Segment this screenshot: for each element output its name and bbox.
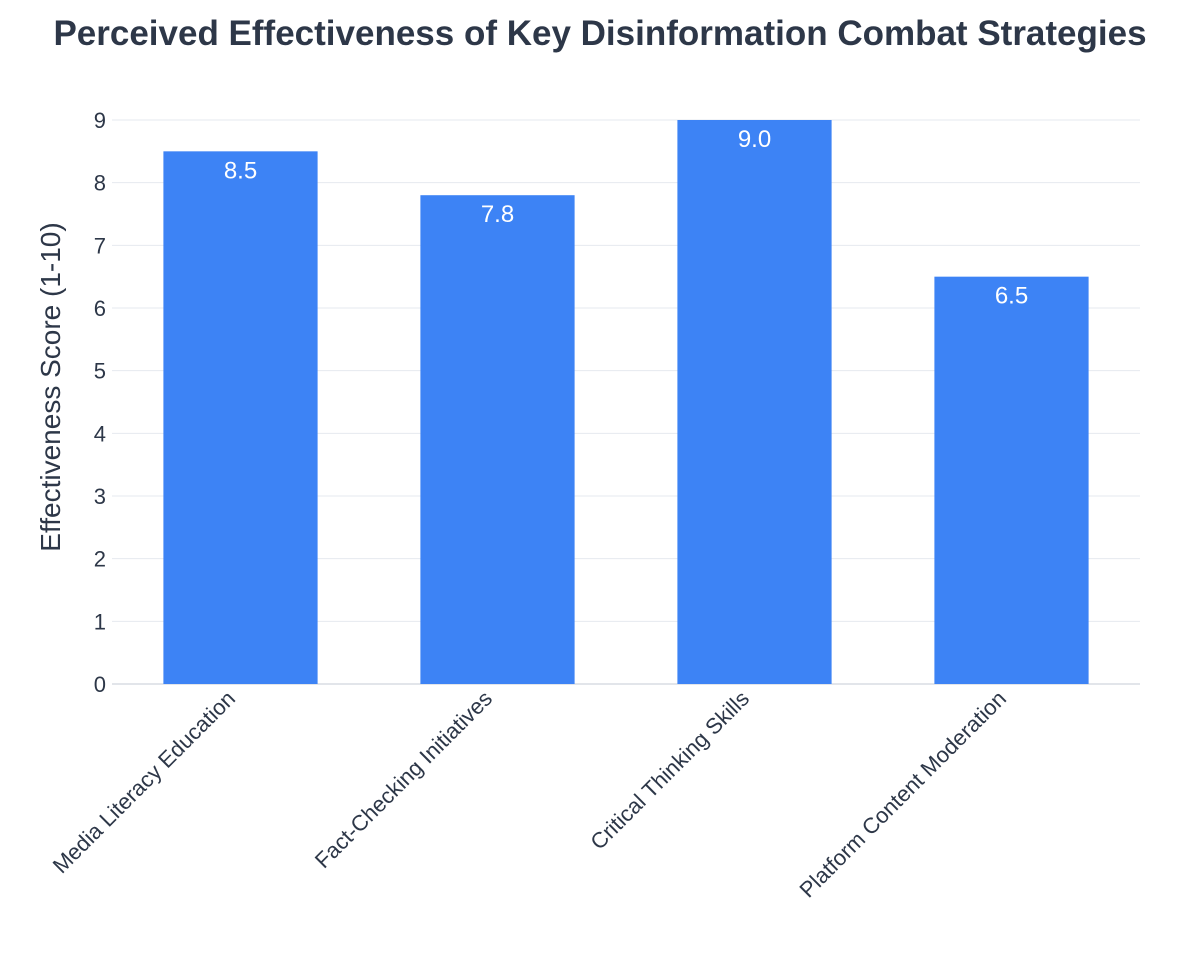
x-axis-ticks: Media Literacy Education Fact-Checking In… — [48, 686, 1011, 903]
y-tick-label: 0 — [94, 672, 106, 697]
y-tick-label: 5 — [94, 359, 106, 384]
y-axis-label: Effectiveness Score (1-10) — [35, 222, 66, 551]
bar-value-label: 7.8 — [481, 201, 514, 228]
y-tick-label: 4 — [94, 421, 106, 446]
y-tick-label: 9 — [94, 108, 106, 133]
bar — [163, 151, 318, 685]
bars — [163, 120, 1089, 685]
y-tick-label: 8 — [94, 171, 106, 196]
bar — [420, 195, 575, 684]
bar-value-label: 9.0 — [738, 126, 771, 153]
y-tick-label: 7 — [94, 233, 106, 258]
y-axis-ticks: 0 1 2 3 4 5 6 7 8 9 — [94, 108, 106, 697]
bar-value-label: 8.5 — [224, 157, 257, 184]
bar-value-label: 6.5 — [995, 283, 1028, 310]
y-tick-label: 3 — [94, 484, 106, 509]
x-tick-label: Critical Thinking Skills — [585, 686, 754, 855]
bar — [677, 120, 832, 684]
y-tick-label: 6 — [94, 296, 106, 321]
x-tick-label: Media Literacy Education — [48, 686, 240, 878]
y-tick-label: 1 — [94, 609, 106, 634]
bar-value-labels: 8.5 7.8 9.0 6.5 — [224, 126, 1028, 310]
y-tick-label: 2 — [94, 547, 106, 572]
x-tick-label: Fact-Checking Initiatives — [310, 686, 497, 873]
chart-title: Perceived Effectiveness of Key Disinform… — [53, 14, 1146, 53]
x-tick-label: Platform Content Moderation — [794, 686, 1011, 903]
bar — [934, 276, 1089, 684]
